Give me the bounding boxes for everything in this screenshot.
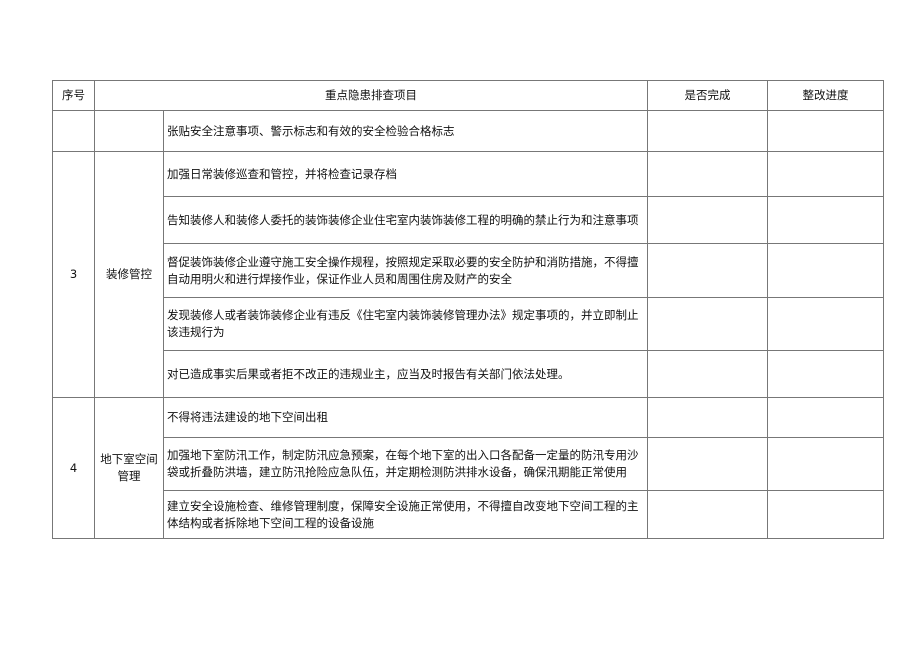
seq-cell bbox=[52, 110, 95, 152]
category-cell: 地下室空间管理 bbox=[94, 397, 164, 539]
item-cell: 加强地下室防汛工作，制定防汛应急预案，在每个地下室的出入口各配备一定量的防汛专用… bbox=[163, 437, 648, 491]
table-row: 张贴安全注意事项、警示标志和有效的安全检验合格标志 bbox=[52, 110, 884, 152]
item-cell: 张贴安全注意事项、警示标志和有效的安全检验合格标志 bbox=[163, 110, 648, 152]
done-cell[interactable] bbox=[647, 151, 768, 197]
header-row: 序号 重点隐患排查项目 是否完成 整改进度 bbox=[52, 80, 884, 111]
done-cell[interactable] bbox=[647, 437, 768, 491]
item-cell: 建立安全设施检查、维修管理制度，保障安全设施正常使用，不得擅自改变地下空间工程的… bbox=[163, 490, 648, 539]
item-cell: 不得将违法建设的地下空间出租 bbox=[163, 397, 648, 438]
item-cell: 督促装饰装修企业遵守施工安全操作规程，按照规定采取必要的安全防护和消防措施，不得… bbox=[163, 243, 648, 298]
seq-cell: 3 bbox=[52, 151, 95, 398]
table-row: 告知装修人和装修人委托的装饰装修企业住宅室内装饰装修工程的明确的禁止行为和注意事… bbox=[53, 196, 884, 244]
table-row: 对已造成事实后果或者拒不改正的违规业主，应当及时报告有关部门依法处理。 bbox=[53, 350, 884, 398]
item-cell: 发现装修人或者装饰装修企业有违反《住宅室内装饰装修管理办法》规定事项的，并立即制… bbox=[163, 297, 648, 351]
table-row: 建立安全设施检查、维修管理制度，保障安全设施正常使用，不得擅自改变地下空间工程的… bbox=[53, 490, 884, 539]
done-cell[interactable] bbox=[647, 490, 768, 539]
done-cell[interactable] bbox=[647, 297, 768, 351]
header-item: 重点隐患排查项目 bbox=[94, 80, 648, 111]
progress-cell[interactable] bbox=[767, 297, 884, 351]
progress-cell[interactable] bbox=[767, 437, 884, 491]
progress-cell[interactable] bbox=[767, 151, 884, 197]
progress-cell[interactable] bbox=[767, 490, 884, 539]
done-cell[interactable] bbox=[647, 243, 768, 298]
progress-cell[interactable] bbox=[767, 243, 884, 298]
hazard-checklist-table: 序号 重点隐患排查项目 是否完成 整改进度 张贴安全注意事项、警示标志和有效的安… bbox=[52, 80, 884, 539]
done-cell[interactable] bbox=[647, 397, 768, 438]
table-row: 督促装饰装修企业遵守施工安全操作规程，按照规定采取必要的安全防护和消防措施，不得… bbox=[53, 243, 884, 298]
progress-cell[interactable] bbox=[767, 350, 884, 398]
progress-cell[interactable] bbox=[767, 110, 884, 152]
item-cell: 告知装修人和装修人委托的装饰装修企业住宅室内装饰装修工程的明确的禁止行为和注意事… bbox=[163, 196, 648, 244]
done-cell[interactable] bbox=[647, 350, 768, 398]
progress-cell[interactable] bbox=[767, 397, 884, 438]
item-cell: 加强日常装修巡查和管控，并将检查记录存档 bbox=[163, 151, 648, 197]
header-seq: 序号 bbox=[52, 80, 95, 111]
category-cell: 装修管控 bbox=[94, 151, 164, 398]
item-cell: 对已造成事实后果或者拒不改正的违规业主，应当及时报告有关部门依法处理。 bbox=[163, 350, 648, 398]
table-row: 加强地下室防汛工作，制定防汛应急预案，在每个地下室的出入口各配备一定量的防汛专用… bbox=[53, 437, 884, 491]
table-row: 3 装修管控 加强日常装修巡查和管控，并将检查记录存档 bbox=[52, 151, 884, 398]
done-cell[interactable] bbox=[647, 196, 768, 244]
progress-cell[interactable] bbox=[767, 196, 884, 244]
done-cell[interactable] bbox=[647, 110, 768, 152]
category-cell bbox=[94, 110, 164, 152]
table-row: 4 地下室空间管理 不得将违法建设的地下空间出租 bbox=[52, 397, 884, 539]
header-done: 是否完成 bbox=[647, 80, 768, 111]
seq-cell: 4 bbox=[52, 397, 95, 539]
header-progress: 整改进度 bbox=[767, 80, 884, 111]
table-row: 发现装修人或者装饰装修企业有违反《住宅室内装饰装修管理办法》规定事项的，并立即制… bbox=[53, 297, 884, 351]
